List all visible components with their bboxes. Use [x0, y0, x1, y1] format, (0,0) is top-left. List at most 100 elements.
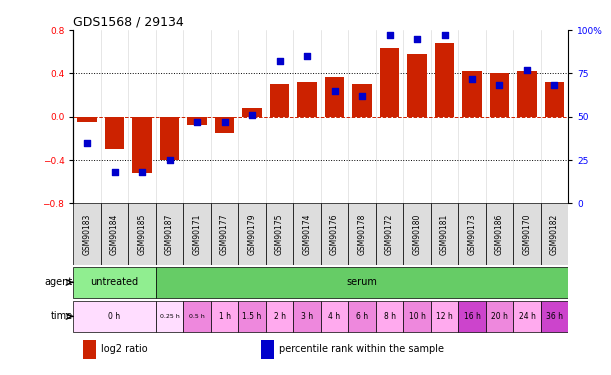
Bar	[105, 117, 124, 149]
Text: GSM90179: GSM90179	[247, 214, 257, 255]
Bar	[238, 301, 266, 332]
Text: time: time	[50, 311, 73, 321]
Bar	[403, 203, 431, 266]
Bar	[545, 82, 564, 117]
Bar	[348, 301, 376, 332]
Text: GSM90187: GSM90187	[165, 214, 174, 255]
Bar	[486, 203, 513, 266]
Text: 2 h: 2 h	[274, 312, 285, 321]
Bar	[513, 301, 541, 332]
Point	[192, 119, 202, 125]
Bar	[156, 203, 183, 266]
Bar	[101, 203, 128, 266]
Point	[330, 88, 340, 94]
Text: 20 h: 20 h	[491, 312, 508, 321]
Bar	[156, 267, 568, 298]
Point	[495, 82, 505, 88]
Bar	[293, 301, 321, 332]
Bar	[321, 301, 348, 332]
Point	[137, 169, 147, 175]
Text: 16 h: 16 h	[464, 312, 480, 321]
Bar	[431, 301, 458, 332]
Point	[550, 82, 560, 88]
Bar	[541, 203, 568, 266]
Bar	[160, 117, 179, 160]
Text: GDS1568 / 29134: GDS1568 / 29134	[73, 16, 184, 29]
Point	[385, 32, 395, 38]
Bar	[183, 301, 211, 332]
Text: untreated: untreated	[90, 278, 139, 287]
Text: agent: agent	[44, 278, 73, 287]
Point	[220, 119, 230, 125]
Bar	[403, 301, 431, 332]
Bar	[83, 340, 95, 359]
Bar	[133, 117, 152, 173]
Bar	[262, 340, 274, 359]
Text: 0.5 h: 0.5 h	[189, 314, 205, 319]
Bar	[243, 108, 262, 117]
Bar	[408, 54, 426, 117]
Bar	[486, 301, 513, 332]
Bar	[431, 203, 458, 266]
Point	[467, 75, 477, 81]
Text: GSM90184: GSM90184	[110, 214, 119, 255]
Point	[275, 58, 285, 64]
Point	[412, 36, 422, 42]
Text: GSM90176: GSM90176	[330, 214, 339, 255]
Text: GSM90185: GSM90185	[137, 214, 147, 255]
Text: 1 h: 1 h	[219, 312, 230, 321]
Bar	[78, 117, 97, 122]
Bar	[321, 203, 348, 266]
Bar	[458, 203, 486, 266]
Bar	[128, 203, 156, 266]
Text: GSM90186: GSM90186	[495, 214, 504, 255]
Text: GSM90180: GSM90180	[412, 214, 422, 255]
Bar	[298, 82, 316, 117]
Bar	[266, 203, 293, 266]
Text: 4 h: 4 h	[329, 312, 340, 321]
Text: 24 h: 24 h	[519, 312, 535, 321]
Bar	[376, 301, 403, 332]
Text: 0 h: 0 h	[109, 312, 120, 321]
Bar	[518, 71, 536, 117]
Text: GSM90178: GSM90178	[357, 214, 367, 255]
Text: 0.25 h: 0.25 h	[159, 314, 180, 319]
Point	[522, 67, 532, 73]
Bar	[376, 203, 403, 266]
Bar	[211, 203, 238, 266]
Point	[110, 169, 120, 175]
Bar	[435, 43, 454, 117]
Text: log2 ratio: log2 ratio	[101, 344, 147, 354]
Bar	[353, 84, 371, 117]
Bar	[270, 84, 289, 117]
Text: 12 h: 12 h	[436, 312, 453, 321]
Bar	[541, 301, 568, 332]
Bar	[238, 203, 266, 266]
Bar	[348, 203, 376, 266]
Text: GSM90174: GSM90174	[302, 214, 312, 255]
Point	[302, 53, 312, 59]
Text: GSM90177: GSM90177	[220, 214, 229, 255]
Bar	[490, 74, 509, 117]
Text: GSM90181: GSM90181	[440, 214, 449, 255]
Text: 10 h: 10 h	[409, 312, 425, 321]
Point	[82, 140, 92, 146]
Point	[247, 112, 257, 118]
Bar	[380, 48, 399, 117]
Bar	[73, 203, 101, 266]
Bar	[73, 267, 156, 298]
Text: GSM90182: GSM90182	[550, 214, 559, 255]
Text: GSM90183: GSM90183	[82, 214, 92, 255]
Text: percentile rank within the sample: percentile rank within the sample	[279, 344, 444, 354]
Bar	[156, 301, 183, 332]
Bar	[73, 301, 156, 332]
Bar	[188, 117, 207, 125]
Text: 3 h: 3 h	[301, 312, 313, 321]
Point	[357, 93, 367, 99]
Text: 1.5 h: 1.5 h	[243, 312, 262, 321]
Text: GSM90175: GSM90175	[275, 214, 284, 255]
Point	[165, 157, 175, 163]
Text: GSM90173: GSM90173	[467, 214, 477, 255]
Bar	[325, 76, 344, 117]
Text: 8 h: 8 h	[384, 312, 395, 321]
